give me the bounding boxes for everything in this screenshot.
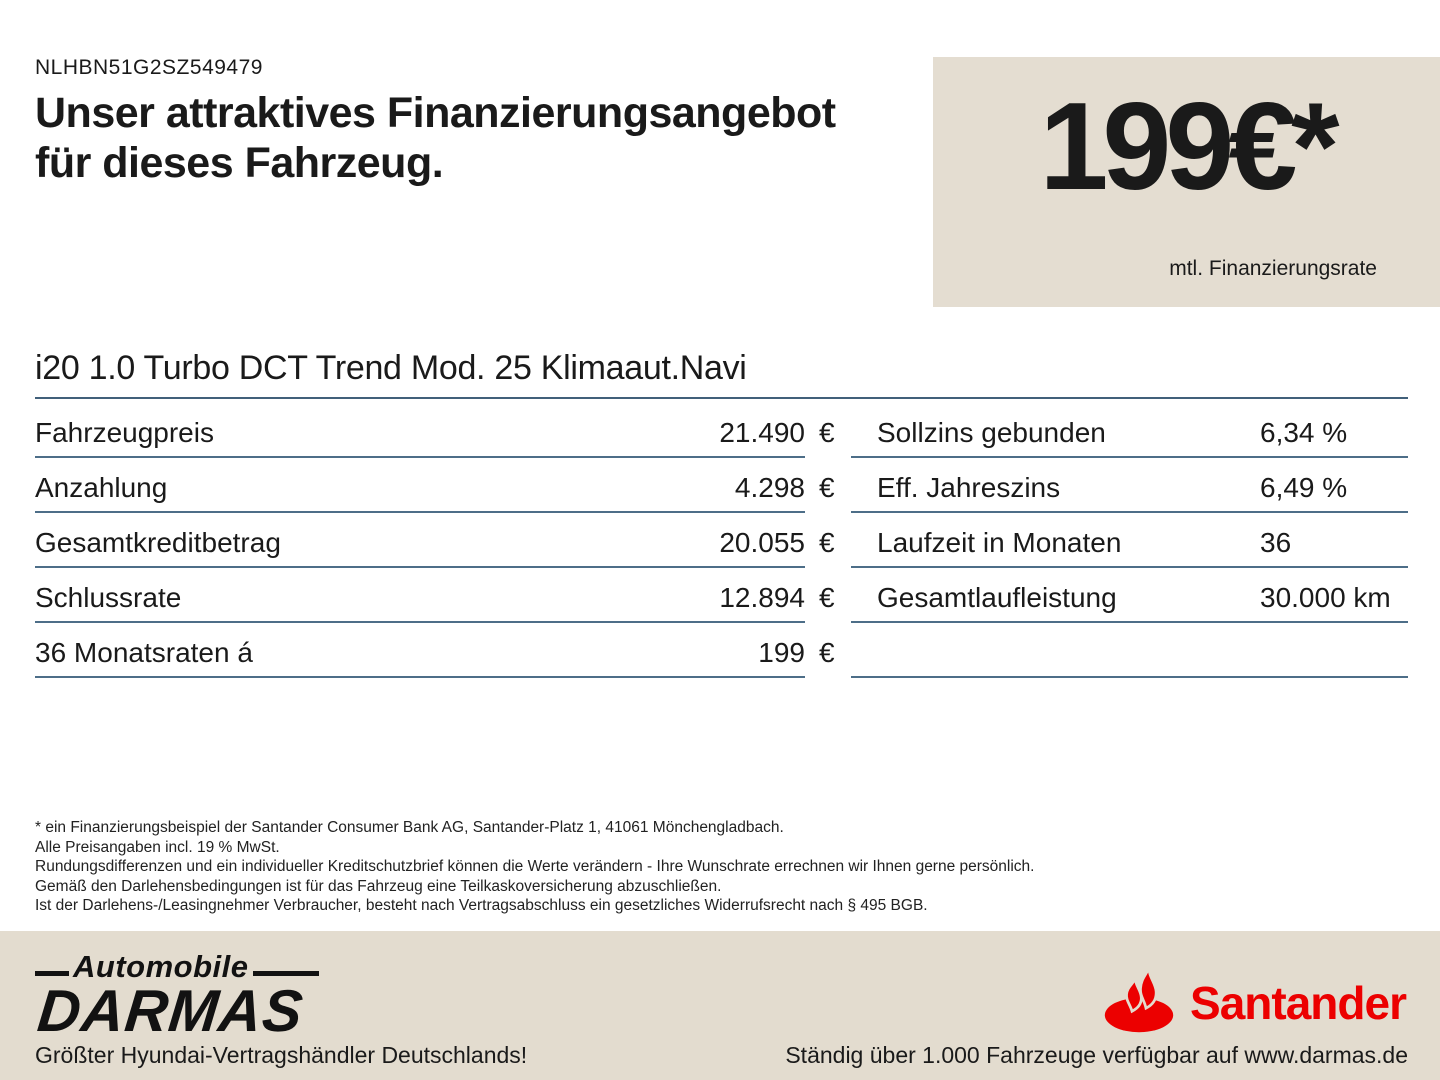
disclaimer: * ein Finanzierungsbeispiel der Santande… (35, 818, 1034, 916)
row-value: 20.055 (719, 527, 805, 558)
santander-bank-logo: Santander (1100, 966, 1407, 1038)
vin-number: NLHBN51G2SZ549479 (35, 56, 263, 79)
row-value: 30.000 km (1260, 582, 1391, 613)
row-label: Gesamtlaufleistung (877, 582, 1117, 613)
table-row: Gesamtlaufleistung 30.000 km (851, 568, 1408, 623)
footer: Automobile DARMAS Santander Größter Hyun… (0, 931, 1440, 1080)
row-label: Fahrzeugpreis (35, 417, 214, 448)
row-value: 21.490 (719, 417, 805, 448)
headline-line-1: Unser attraktives Finanzierungsangebot (35, 89, 836, 137)
headline-line-2: für dieses Fahrzeug. (35, 139, 444, 188)
table-row: 36 Monatsraten á 199 € (35, 623, 835, 678)
row-value: 4.298 (734, 472, 805, 503)
vehicle-model-title: i20 1.0 Turbo DCT Trend Mod. 25 Klimaaut… (35, 349, 1408, 399)
row-value: 6,49 % (1260, 472, 1348, 503)
row-label: Eff. Jahreszins (877, 472, 1061, 503)
disclaimer-line: Rundungsdifferenzen und ein individuelle… (35, 858, 1035, 875)
monthly-rate-caption: mtl. Finanzierungsrate (1169, 257, 1377, 280)
santander-flame-icon (1100, 966, 1178, 1038)
table-row: Schlussrate 12.894 € (35, 568, 835, 623)
darmas-logo-name: DARMAS (34, 978, 307, 1044)
table-row: Fahrzeugpreis 21.490 € (35, 403, 835, 458)
table-row: Gesamtkreditbetrag 20.055 € (35, 513, 835, 568)
table-row (851, 623, 1408, 678)
table-row: Anzahlung 4.298 € (35, 458, 835, 513)
row-label: Gesamtkreditbetrag (35, 527, 281, 558)
row-unit: € (819, 527, 835, 558)
darmas-logo-line-left (35, 970, 69, 976)
table-row: Eff. Jahreszins 6,49 % (851, 458, 1408, 513)
row-unit: € (819, 472, 835, 503)
row-value: 6,34 % (1260, 417, 1348, 448)
row-unit: € (819, 582, 835, 613)
disclaimer-line: * ein Finanzierungsbeispiel der Santande… (35, 819, 784, 836)
row-unit: € (819, 637, 835, 668)
disclaimer-line: Alle Preisangaben incl. 19 % MwSt. (35, 838, 280, 856)
santander-logo-text: Santander (1190, 976, 1407, 1029)
monthly-rate-box: 199€* mtl. Finanzierungsrate (933, 57, 1440, 307)
darmas-logo-top-text: Automobile (73, 949, 249, 984)
darmas-dealer-logo: Automobile DARMAS (35, 949, 319, 1044)
row-label: 36 Monatsraten á (35, 637, 253, 668)
disclaimer-line: Ist der Darlehens-/Leasingnehmer Verbrau… (35, 897, 928, 914)
table-row: Sollzins gebunden 6,34 % (851, 403, 1408, 458)
row-unit: € (819, 417, 835, 448)
headline: Unser attraktives Finanzierungsangebot f… (35, 88, 836, 189)
row-value: 36 (1260, 527, 1292, 558)
row-label: Anzahlung (35, 472, 168, 503)
availability-tagline: Ständig über 1.000 Fahrzeuge verfügbar a… (785, 1042, 1408, 1068)
table-row: Laufzeit in Monaten 36 (851, 513, 1408, 568)
dealer-tagline: Größter Hyundai-Vertragshändler Deutschl… (35, 1042, 528, 1068)
row-value: 199 (758, 637, 805, 668)
row-value: 12.894 (719, 582, 805, 613)
finance-table-right: Sollzins gebunden 6,34 % Eff. Jahreszins… (851, 403, 1408, 678)
row-label: Schlussrate (35, 582, 182, 613)
row-label: Laufzeit in Monaten (877, 527, 1122, 558)
row-label: Sollzins gebunden (877, 417, 1106, 448)
darmas-logo-line-right (252, 970, 319, 976)
disclaimer-line: Gemäß den Darlehensbedingungen ist für d… (35, 877, 722, 895)
monthly-rate-value: 199€* (1039, 78, 1339, 216)
finance-table-left: Fahrzeugpreis 21.490 € Anzahlung 4.298 €… (35, 403, 835, 678)
